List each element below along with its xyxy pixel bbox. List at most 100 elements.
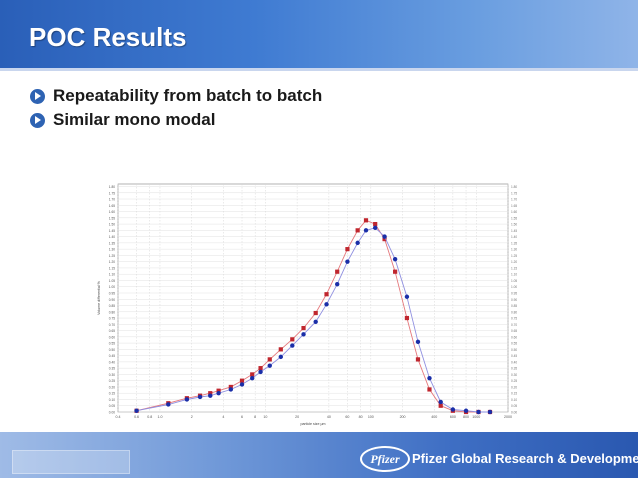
y-tick-label-right: 0.95	[511, 291, 517, 295]
y-tick-label-right: 1.75	[511, 191, 517, 195]
y-tick-label-right: 0.75	[511, 317, 517, 321]
data-point-square	[228, 384, 233, 390]
bullet-text: Similar mono modal	[53, 110, 216, 129]
particle-size-chart: 0.00 0.00 0.05 0.05 0.10 0.10 0.15 0.15 0.20 0.20…	[88, 180, 518, 430]
footer-placeholder-box	[12, 450, 130, 474]
y-tick-label: 0.80	[109, 310, 115, 314]
data-point-square	[313, 310, 318, 316]
y-tick-label-right: 0.65	[511, 329, 517, 333]
footer-bar	[0, 432, 638, 478]
x-tick-label: 8	[254, 415, 256, 419]
data-point-square	[363, 218, 369, 223]
y-tick-label-right: 1.00	[511, 285, 517, 289]
y-tick-label: 1.60	[109, 210, 115, 214]
data-point-square	[335, 269, 340, 274]
x-tick-label: 100	[368, 415, 374, 419]
data-point-circle	[463, 408, 469, 413]
y-tick-label-right: 0.45	[511, 354, 517, 358]
title-bar	[0, 0, 638, 68]
data-point-circle	[134, 408, 139, 413]
data-point-circle	[239, 382, 245, 387]
x-tick-label: 4	[222, 415, 224, 419]
data-point-circle	[355, 240, 360, 246]
y-tick-label-right: 1.05	[511, 279, 517, 283]
bullet-item: Repeatability from batch to batch	[30, 84, 322, 108]
y-tick-label: 1.65	[109, 204, 115, 208]
bullet-text: Repeatability from batch to batch	[53, 86, 323, 105]
pfizer-logo: Pfizer	[360, 446, 410, 472]
bullet-item: Similar mono modal	[30, 108, 322, 132]
x-tick-label: 0.8	[147, 415, 152, 419]
y-tick-label: 0.55	[109, 342, 115, 346]
x-tick-label: 10	[263, 415, 267, 419]
data-point-square	[258, 366, 263, 371]
x-tick-label: 40	[327, 415, 331, 419]
y-tick-label: 1.10	[109, 273, 115, 277]
data-point-circle	[404, 294, 410, 299]
data-point-square	[438, 403, 443, 408]
y-tick-label: 0.40	[109, 360, 115, 364]
bullet-arrow-icon	[30, 88, 45, 104]
data-point-square	[427, 387, 432, 392]
x-tick-label: 400	[431, 415, 437, 419]
y-tick-label-right: 1.60	[511, 210, 517, 214]
data-point-circle	[208, 393, 213, 398]
y-tick-label-right: 0.55	[511, 342, 517, 346]
title-bar-divider	[0, 68, 638, 71]
y-tick-label: 1.55	[109, 216, 115, 220]
x-tick-label: 2000	[504, 415, 512, 419]
y-tick-label-right: 0.15	[511, 392, 517, 396]
data-point-circle	[335, 282, 340, 287]
y-tick-label-right: 0.05	[511, 404, 517, 408]
data-point-circle	[450, 407, 456, 412]
data-point-circle	[278, 354, 283, 360]
data-point-square	[415, 357, 421, 362]
data-point-circle	[415, 339, 421, 345]
y-tick-label: 1.80	[109, 185, 115, 189]
y-tick-label-right: 1.50	[511, 223, 517, 227]
y-tick-label-right: 0.35	[511, 367, 517, 371]
y-tick-label: 0.15	[109, 392, 115, 396]
data-point-circle	[363, 228, 369, 233]
y-tick-label: 0.65	[109, 329, 115, 333]
data-point-circle	[250, 375, 255, 381]
data-point-circle	[345, 259, 350, 264]
x-tick-label: 800	[463, 415, 469, 419]
y-tick-label-right: 1.70	[511, 198, 517, 202]
data-point-circle	[487, 409, 493, 415]
data-point-circle	[197, 394, 203, 400]
data-point-square	[301, 325, 306, 331]
data-point-circle	[427, 375, 432, 381]
y-tick-label-right: 0.20	[511, 385, 517, 389]
y-tick-label-right: 1.15	[511, 266, 517, 270]
data-point-circle	[372, 225, 378, 231]
data-point-square	[324, 292, 329, 297]
y-tick-label: 0.60	[109, 335, 115, 339]
y-tick-label: 0.20	[109, 385, 115, 389]
x-tick-label: 1000	[472, 415, 480, 419]
data-point-square	[290, 337, 295, 342]
data-point-square	[345, 247, 350, 252]
y-tick-label: 1.05	[109, 279, 115, 283]
x-tick-label: 600	[450, 415, 456, 419]
y-tick-label: 0.50	[109, 348, 115, 352]
x-tick-label: 80	[359, 415, 363, 419]
y-tick-label: 0.95	[109, 291, 115, 295]
x-tick-label: 0.4	[116, 415, 121, 419]
slide-title: POC Results	[29, 22, 187, 52]
y-tick-label-right: 0.40	[511, 360, 517, 364]
chart-svg: 0.00 0.00 0.05 0.05 0.10 0.10 0.15 0.15 0.20 0.20…	[97, 183, 517, 426]
y-tick-label: 0.90	[109, 298, 115, 302]
y-tick-label-right: 0.50	[511, 348, 517, 352]
y-tick-label-right: 0.10	[511, 398, 517, 402]
data-point-circle	[382, 234, 387, 239]
data-point-square	[393, 269, 398, 274]
x-tick-label: 1.0	[157, 415, 162, 419]
y-tick-label: 1.00	[109, 285, 115, 289]
data-point-circle	[324, 302, 329, 307]
data-point-circle	[228, 387, 234, 392]
y-tick-label-right: 1.20	[511, 260, 517, 264]
data-point-circle	[392, 256, 398, 262]
y-tick-label-right: 1.45	[511, 229, 517, 233]
x-tick-label: 60	[345, 415, 349, 419]
